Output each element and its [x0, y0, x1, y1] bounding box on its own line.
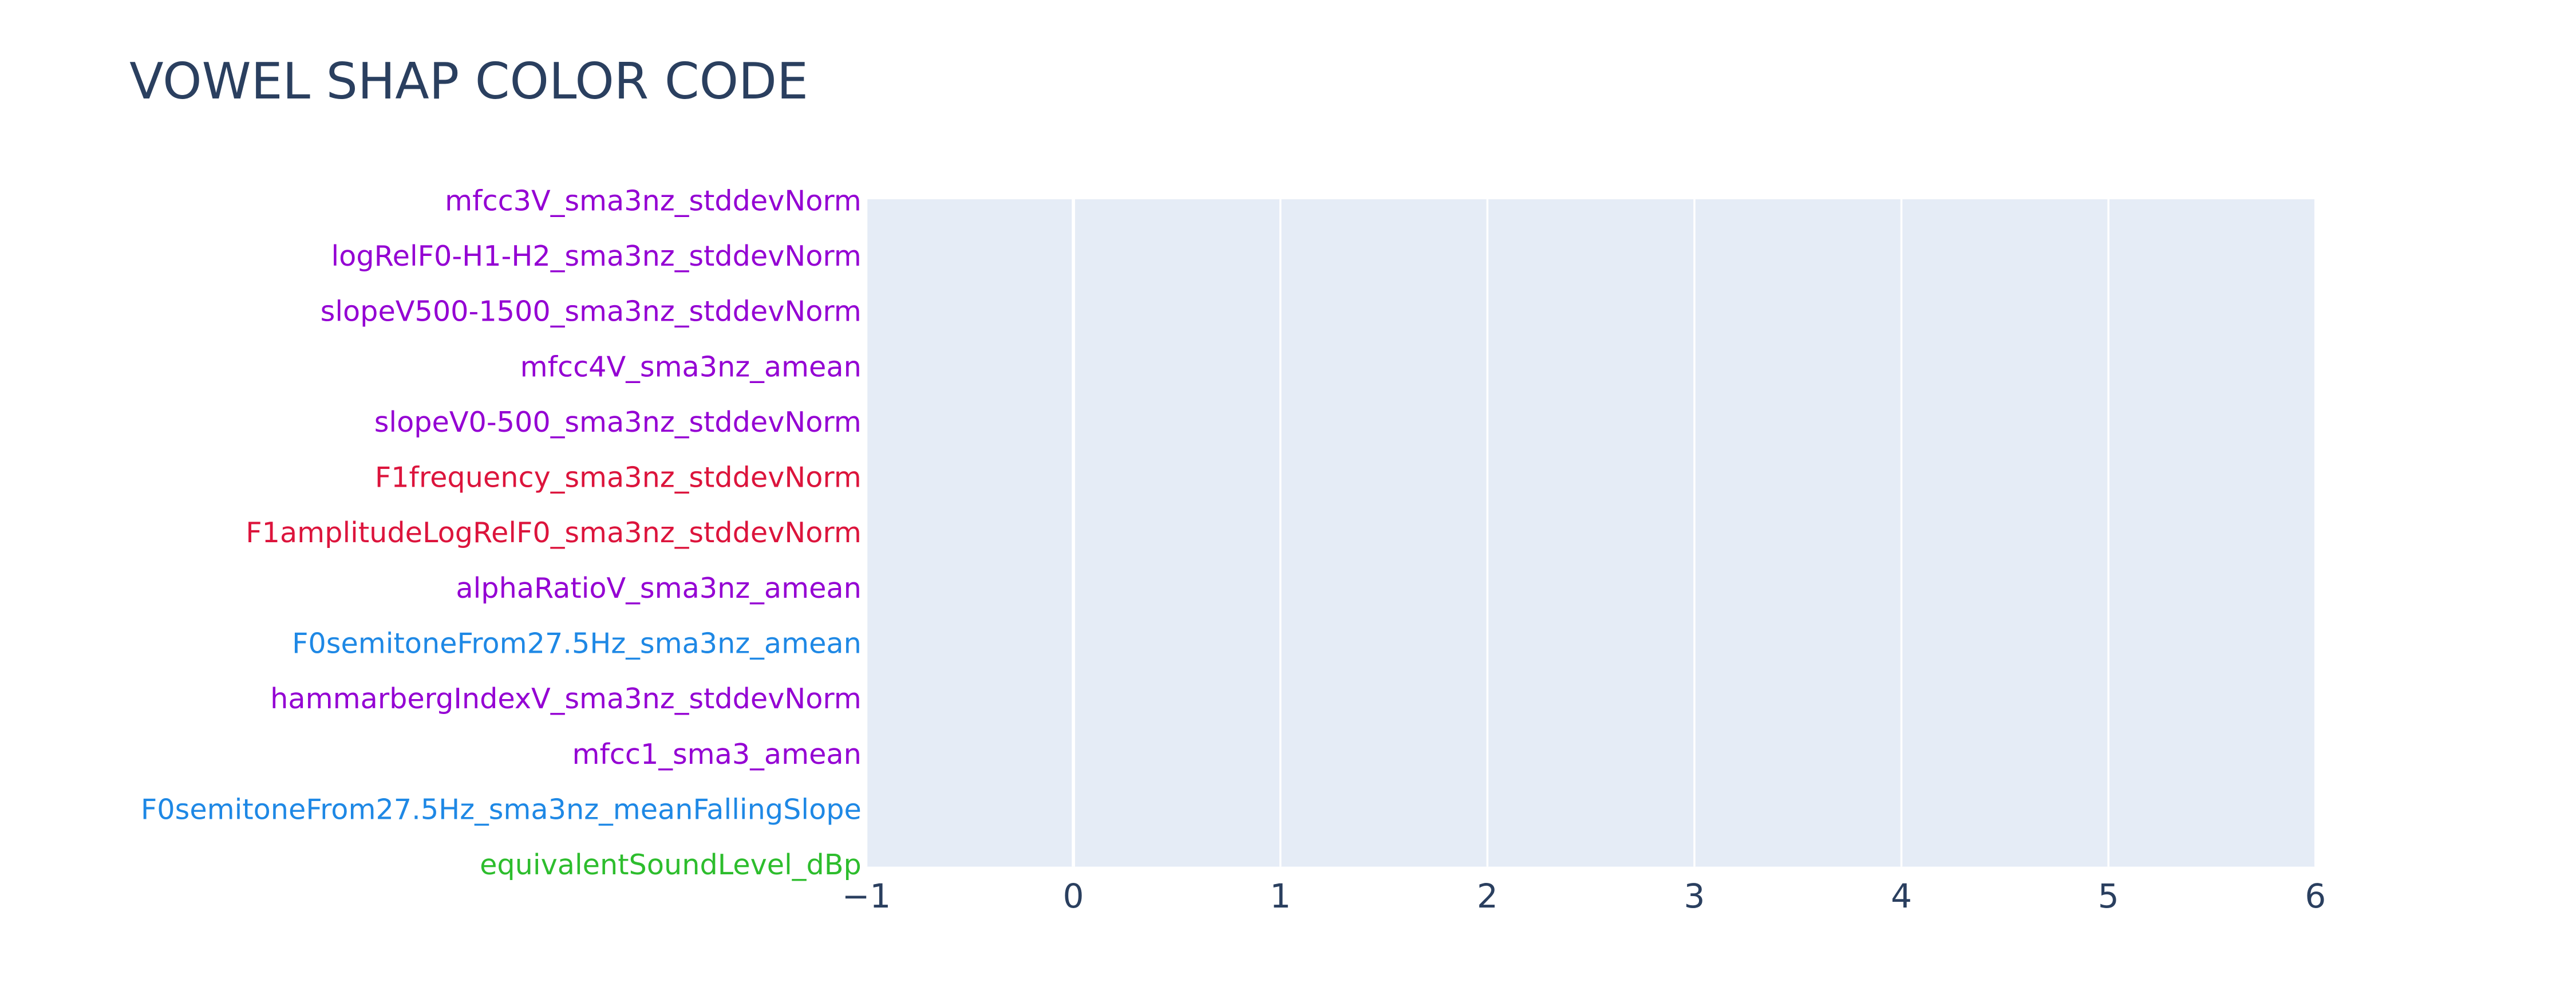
- y-tick-label: slopeV500-1500_sma3nz_stddevNorm: [321, 295, 862, 328]
- y-tick-label: slopeV0-500_sma3nz_stddevNorm: [374, 405, 862, 439]
- y-tick-label: logRelF0-H1-H2_sma3nz_stddevNorm: [331, 239, 861, 273]
- x-tick-label: 6: [2305, 877, 2326, 916]
- y-tick-label: mfcc3V_sma3nz_stddevNorm: [445, 184, 862, 217]
- y-tick-label: F0semitoneFrom27.5Hz_sma3nz_amean: [292, 627, 862, 660]
- x-tick-label: 1: [1270, 877, 1291, 916]
- x-tick-label: 5: [2098, 877, 2119, 916]
- y-tick-label: equivalentSoundLevel_dBp: [480, 848, 862, 881]
- y-tick-label: hammarbergIndexV_sma3nz_stddevNorm: [270, 682, 862, 715]
- y-tick-label: F0semitoneFrom27.5Hz_sma3nz_meanFallingS…: [141, 792, 862, 826]
- plot-area: [866, 199, 2316, 867]
- y-tick-label: F1amplitudeLogRelF0_sma3nz_stddevNorm: [246, 516, 862, 549]
- x-tick-label: 3: [1684, 877, 1705, 916]
- y-tick-label: alphaRatioV_sma3nz_amean: [456, 571, 861, 605]
- chart-title: VOWEL SHAP COLOR CODE: [129, 52, 808, 111]
- y-tick-label: F1frequency_sma3nz_stddevNorm: [375, 461, 862, 494]
- y-tick-label: mfcc1_sma3_amean: [572, 737, 861, 771]
- y-tick-label: mfcc4V_sma3nz_amean: [520, 350, 862, 383]
- x-tick-label: 0: [1063, 877, 1084, 916]
- x-tick-label: 2: [1477, 877, 1498, 916]
- x-tick-label: 4: [1891, 877, 1912, 916]
- x-tick-label: −1: [842, 877, 891, 916]
